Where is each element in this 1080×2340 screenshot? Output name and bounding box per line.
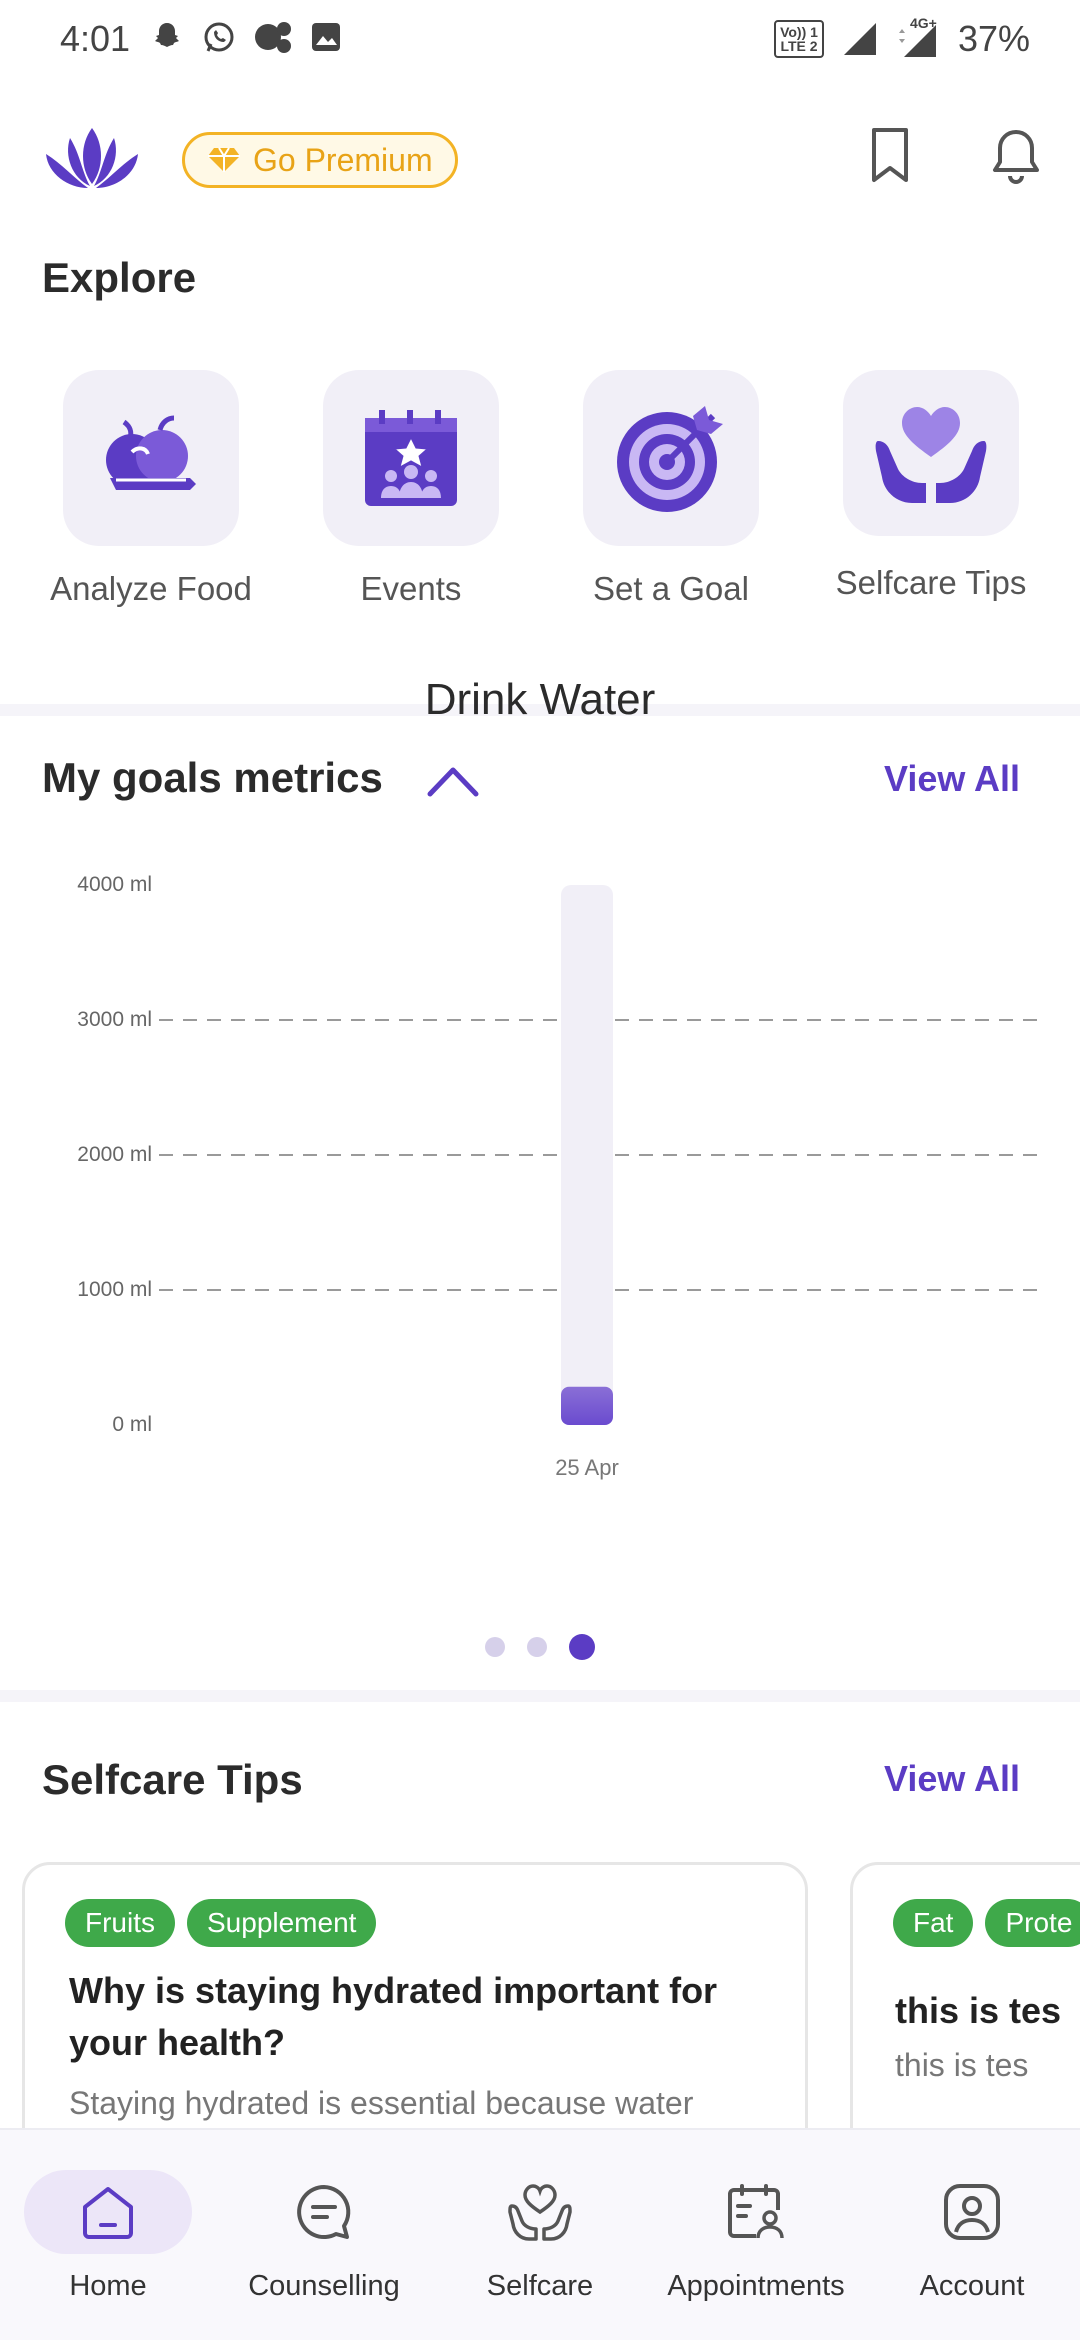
nav-home[interactable]: Home	[8, 2170, 208, 2303]
goals-chart: 0 ml 1000 ml 2000 ml 3000 ml 4000 ml 25 Apr	[40, 850, 1050, 1490]
water-chart-svg: 0 ml 1000 ml 2000 ml 3000 ml 4000 ml 25 Apr	[77, 873, 1040, 1480]
explore-label: Events	[360, 570, 462, 607]
gallery-icon	[312, 23, 340, 51]
heart-hands-icon	[508, 2184, 572, 2241]
chart-title: Drink Water	[424, 675, 656, 724]
y-tick-label: 4000 ml	[77, 873, 152, 896]
tip-title: Why is staying hydrated important for yo…	[69, 1970, 718, 2063]
signal-icon	[843, 23, 876, 55]
home-icon	[83, 2187, 133, 2239]
tip-description: this is tes	[895, 2047, 1029, 2083]
nav-appointments[interactable]: Appointments	[656, 2170, 856, 2303]
nav-label: Appointments	[667, 2270, 845, 2302]
bottom-navigation: Home Counselling Selfcare Appointments A…	[0, 2128, 1080, 2340]
explore-label: Selfcare Tips	[835, 564, 1027, 601]
snapchat-icon	[155, 23, 179, 47]
notification-bell-icon[interactable]	[990, 126, 1042, 186]
nav-icon-wrap	[240, 2170, 408, 2254]
chat-icon	[297, 2185, 351, 2239]
carousel-pager	[0, 1634, 1080, 1660]
tip-tag: Fruits	[65, 1899, 175, 1947]
whatsapp-icon	[204, 22, 234, 52]
explore-label: Set a Goal	[593, 570, 749, 607]
nav-selfcare[interactable]: Selfcare	[440, 2170, 640, 2303]
section-divider	[0, 704, 1080, 716]
section-divider	[0, 1690, 1080, 1702]
y-tick-label: 1000 ml	[77, 1278, 152, 1301]
tip-title: this is tes	[895, 1990, 1062, 2031]
explore-item-analyze-food[interactable]: Analyze Food	[46, 370, 256, 608]
nav-icon-wrap	[456, 2170, 624, 2254]
signal-4g-icon	[898, 25, 936, 57]
fruit-basket-icon	[106, 415, 196, 490]
explore-tile	[843, 370, 1019, 536]
pager-dot[interactable]	[569, 1634, 595, 1660]
explore-tile	[323, 370, 499, 546]
tip-card[interactable]: Fat Prote this is tes this is tes	[850, 1862, 1080, 2162]
signal-4g-wrap: 4G+	[896, 15, 940, 59]
account-icon	[944, 2184, 1000, 2240]
nav-account[interactable]: Account	[872, 2170, 1072, 2303]
diamond-icon	[208, 147, 240, 172]
top-bar: Go Premium	[0, 110, 1080, 210]
explore-tile	[63, 370, 239, 546]
explore-item-events[interactable]: Events	[306, 370, 516, 608]
heart-hands-icon	[875, 407, 987, 503]
volte-line1: Vo)) 1	[780, 24, 818, 40]
target-icon	[617, 406, 723, 512]
nav-icon-wrap	[672, 2170, 840, 2254]
goals-view-all-link[interactable]: View All	[884, 758, 1021, 799]
y-tick-label: 0 ml	[112, 1413, 152, 1436]
app-notification-icon	[255, 22, 291, 53]
tip-tags: Fruits Supplement	[65, 1899, 377, 1947]
tip-tags: Fat Prote	[893, 1899, 1080, 1947]
status-right: Vo)) 1 LTE 2 4G+ 37%	[774, 15, 1030, 60]
x-tick-label: 25 Apr	[555, 1455, 619, 1480]
nav-icon-wrap	[888, 2170, 1056, 2254]
go-premium-button[interactable]: Go Premium	[182, 132, 458, 188]
bar-value	[561, 1386, 613, 1425]
status-time: 4:01	[60, 18, 131, 59]
bar-track	[561, 885, 613, 1425]
explore-tile	[583, 370, 759, 546]
explore-item-selfcare-tips[interactable]: Selfcare Tips	[826, 370, 1036, 602]
chevron-up-icon[interactable]	[426, 764, 480, 798]
goals-metrics-title: My goals metrics	[42, 754, 383, 801]
nav-label: Counselling	[248, 2270, 400, 2302]
status-bar: 4:01 Vo)) 1 LTE 2 4G+ 37%	[0, 0, 1080, 80]
nav-label: Selfcare	[486, 2270, 594, 2302]
tip-card[interactable]: Fruits Supplement Why is staying hydrate…	[22, 1862, 808, 2162]
calendar-event-icon	[365, 410, 457, 506]
calendar-user-icon	[728, 2184, 784, 2239]
explore-label: Analyze Food	[50, 570, 252, 607]
selfcare-view-all-link[interactable]: View All	[884, 1758, 1021, 1799]
battery-level: 37%	[957, 18, 1030, 59]
nav-label: Account	[919, 2270, 1025, 2302]
tip-tag: Supplement	[187, 1899, 377, 1947]
tip-tag: Prote	[985, 1899, 1080, 1947]
explore-title: Explore	[42, 254, 197, 301]
nav-label: Home	[69, 2270, 147, 2302]
pager-dot[interactable]	[527, 1637, 547, 1657]
tip-description: Staying hydrated is essential because wa…	[69, 2085, 694, 2121]
notification-icons	[150, 20, 342, 54]
volte-badge: Vo)) 1 LTE 2	[774, 20, 824, 58]
network-type: 4G+	[909, 15, 937, 31]
y-tick-label: 2000 ml	[77, 1143, 152, 1166]
nav-icon-wrap	[24, 2170, 192, 2254]
selfcare-tips-title: Selfcare Tips	[42, 1756, 303, 1803]
tip-tag: Fat	[893, 1899, 974, 1947]
go-premium-label: Go Premium	[253, 141, 433, 178]
lotus-logo-icon[interactable]	[40, 120, 144, 200]
y-tick-label: 3000 ml	[77, 1008, 152, 1031]
nav-counselling[interactable]: Counselling	[224, 2170, 424, 2303]
pager-dot[interactable]	[485, 1637, 505, 1657]
volte-line2: LTE 2	[780, 38, 818, 54]
explore-item-set-a-goal[interactable]: Set a Goal	[566, 370, 776, 608]
bookmark-icon[interactable]	[868, 126, 912, 186]
